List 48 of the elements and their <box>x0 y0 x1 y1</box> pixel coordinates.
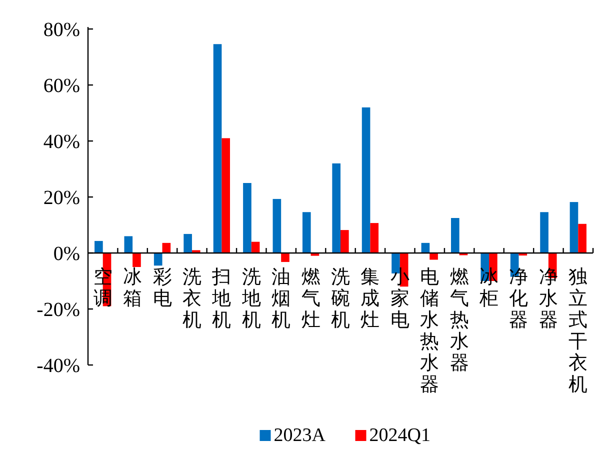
bar <box>421 242 430 253</box>
bar <box>370 223 379 253</box>
x-tick-label: 净化器 <box>509 267 528 331</box>
bar <box>451 218 460 253</box>
bar <box>340 230 349 253</box>
bar <box>362 107 370 253</box>
x-tick-label: 洗衣机 <box>182 267 202 331</box>
x-tick-label: 电储水热水器 <box>420 267 440 396</box>
bar <box>570 202 578 253</box>
x-tick-label: 洗地机 <box>240 267 261 331</box>
x-tick-label: 彩电 <box>152 267 172 310</box>
y-tick-label: 0% <box>53 243 80 265</box>
bar <box>154 253 162 266</box>
y-tick-label: 80% <box>43 19 80 41</box>
bar <box>222 138 230 253</box>
bar <box>162 242 171 253</box>
x-tick-label: 净水器 <box>538 267 558 331</box>
y-tick-label: 40% <box>43 131 80 153</box>
bar <box>251 242 260 253</box>
y-tick-label: -20% <box>36 299 80 321</box>
x-tick-label: 集成灶 <box>360 267 380 331</box>
y-tick-label: 20% <box>43 187 80 209</box>
y-tick-label: 60% <box>43 75 80 97</box>
bar <box>192 250 200 253</box>
x-tick-label: 油烟机 <box>272 267 291 331</box>
bar <box>430 253 438 260</box>
bar <box>94 240 103 253</box>
x-tick-label: 独立式干衣机 <box>568 267 588 396</box>
x-tick-label: 冰箱 <box>123 267 142 310</box>
legend-label: 2024Q1 <box>369 425 430 446</box>
bar <box>578 224 586 253</box>
x-tick-label: 冰柜 <box>478 267 499 310</box>
bar <box>184 234 192 253</box>
x-tick-label: 燃气灶 <box>301 267 320 331</box>
x-tick-label: 扫地机 <box>211 267 232 331</box>
bar <box>243 183 252 253</box>
bar <box>272 198 282 253</box>
legend-label: 2023A <box>274 425 326 446</box>
x-tick-label: 燃气热水器 <box>450 267 469 374</box>
x-tick-label: 洗碗机 <box>331 267 350 331</box>
bar <box>124 236 133 253</box>
bar <box>132 253 141 267</box>
y-tick-label: -40% <box>36 355 80 377</box>
bar <box>302 212 311 253</box>
bar <box>540 212 548 253</box>
bar <box>213 44 222 253</box>
bar <box>332 163 340 253</box>
bar <box>281 253 290 262</box>
